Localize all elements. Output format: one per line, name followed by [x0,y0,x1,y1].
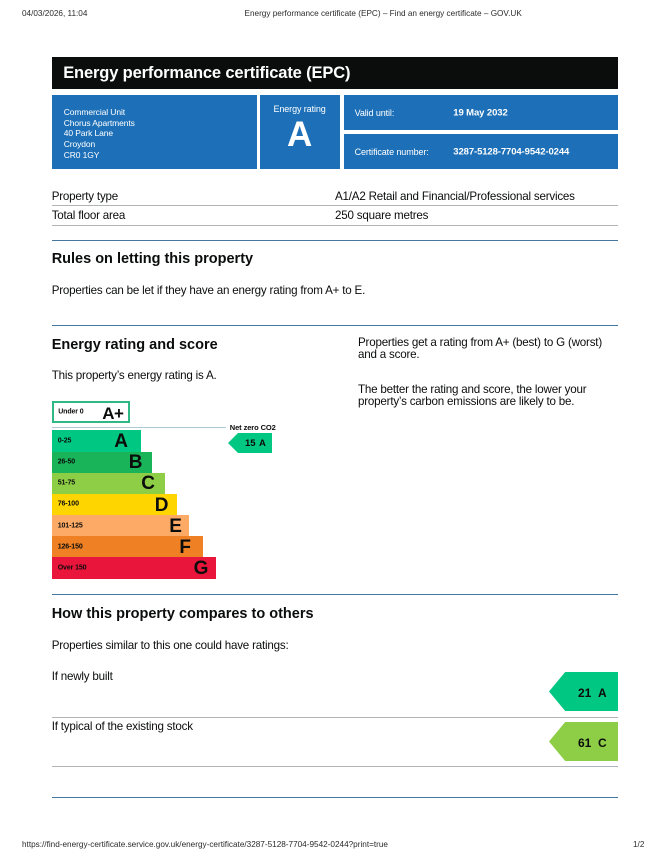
svg-text:C: C [598,735,607,749]
svg-text:21: 21 [578,686,592,700]
svg-text:A: A [259,438,266,449]
svg-text:15: 15 [245,438,256,449]
svg-text:A: A [598,686,607,700]
svg-text:61: 61 [578,735,592,749]
